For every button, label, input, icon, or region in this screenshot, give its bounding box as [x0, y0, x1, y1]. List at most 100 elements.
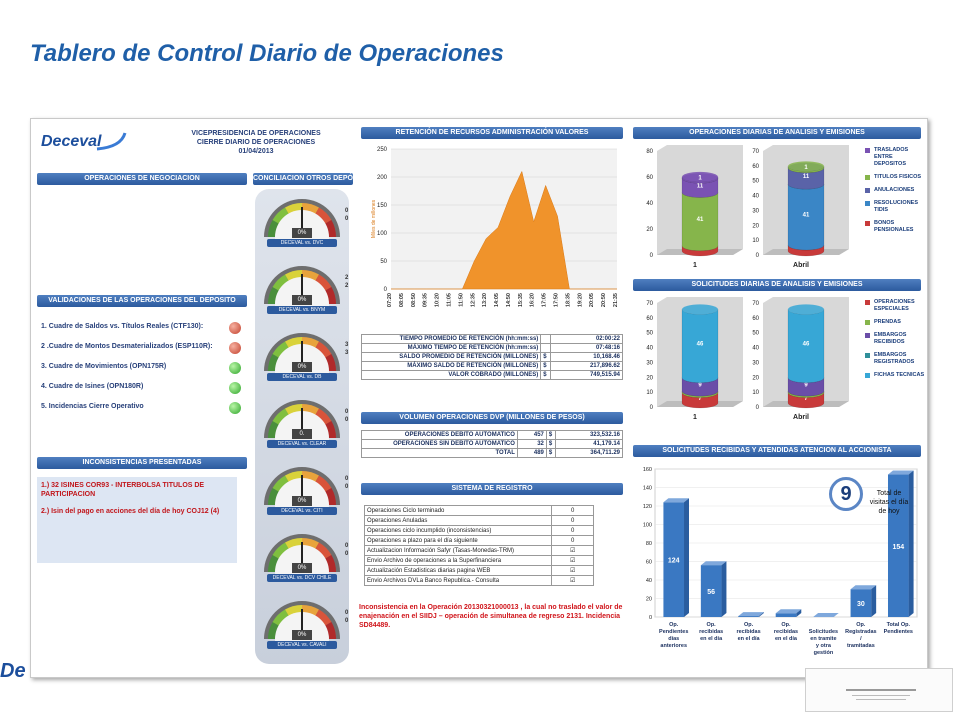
y-tick-label: 20	[646, 597, 652, 603]
legend-entry: ANULACIONES	[865, 187, 925, 194]
x-tick-label: 11:05	[446, 293, 452, 307]
x-tick-label: Op. recibidas en el día	[699, 622, 723, 642]
section-accionista: SOLICITUDES RECIBIDAS Y ATENDIDAS ATENCI…	[633, 445, 921, 457]
gauge-widget: 0% DECEVAL vs. CITI 0 0	[259, 463, 348, 532]
bar-side	[758, 612, 764, 617]
status-dot-icon	[229, 382, 241, 394]
table-cell: $	[545, 448, 557, 458]
logo-swoosh-icon	[96, 132, 127, 151]
y-tick-label: 50	[752, 179, 759, 185]
y-tick-label: 40	[752, 346, 759, 352]
status-dot-icon	[229, 362, 241, 374]
table-cell: $	[540, 370, 552, 380]
table-cell: Operaciones a plazo para el día siguient…	[363, 535, 553, 546]
status-dot-icon	[229, 402, 241, 414]
footer-logo: De	[0, 660, 26, 682]
x-tick-label: 19:20	[577, 293, 583, 307]
x-tick-label: 08:05	[399, 293, 405, 307]
op-diarias-legend: TRASLADOS ENTRE DEPOSITOS TITULOS FISICOS…	[865, 147, 925, 240]
bar-side	[721, 561, 727, 617]
gauge-side-value: 2	[345, 275, 349, 281]
gauge-label: DECEVAL vs. CAVALI	[267, 641, 337, 649]
bar-top	[700, 561, 727, 566]
table-cell: 0	[551, 505, 594, 516]
section-solicitudes: SOLICITUDES DIARIAS DE ANALISIS Y EMISIO…	[633, 279, 921, 291]
table-cell: TOTAL	[361, 448, 518, 458]
x-tick-label: Op. Pendientes días anteriores	[659, 622, 688, 649]
gauge-widget: 0% DECEVAL vs. DVC 0 0	[259, 195, 349, 264]
legend-swatch-icon	[865, 373, 870, 378]
y-tick-label: 100	[643, 523, 652, 529]
data-label: 7	[804, 396, 808, 402]
y-tick-label: 200	[377, 175, 388, 181]
bar-segment-top	[682, 171, 718, 182]
report-header: VICEPRESIDENCIA DE OPERACIONES CIERRE DI…	[171, 129, 341, 156]
y-tick-label: 0	[649, 615, 652, 621]
y-tick-label: 40	[646, 346, 653, 352]
legend-label: FICHAS TECNICAS	[874, 372, 925, 378]
legend-swatch-icon	[865, 353, 870, 358]
op-diarias-chart: 0204060804411111010203040506070441111Abr…	[646, 145, 849, 269]
table-cell: OPERACIONES SIN DEBITO AUTOMATICO	[361, 439, 518, 449]
table-cell: $	[545, 430, 557, 440]
gauge-side-value: 0	[345, 216, 349, 222]
gauge-value: 0%	[292, 295, 312, 305]
table-row: Envio Archivo de operaciones a la Superf…	[363, 555, 594, 566]
gauge-side-value: 3	[345, 350, 349, 356]
legend-swatch-icon	[865, 175, 870, 180]
table-cell: Operaciones Ciclo terminado	[363, 505, 553, 516]
y-tick-label: 20	[646, 375, 653, 381]
solicitudes-chart: 0102030405060707194610102030405060707194…	[646, 297, 849, 421]
gauge-side-value: 2	[345, 283, 349, 289]
table-cell: TIEMPO PROMEDIO DE RETENCIÓN (hh:mm:ss)	[360, 334, 542, 344]
visits-label: Total de visitas el día de hoy	[869, 490, 909, 515]
footer-seal-image	[805, 668, 953, 712]
table-row: MÁXIMO TIEMPO DE RETENCIÓN (hh:mm:ss) 07:…	[360, 343, 623, 353]
legend-entry: TRASLADOS ENTRE DEPOSITOS	[865, 147, 925, 168]
gauge-label: DECEVAL vs. DCV CHILE	[267, 574, 337, 582]
logo-text: Deceval	[41, 133, 102, 150]
y-tick-label: 60	[646, 316, 653, 322]
bar-side	[684, 498, 690, 617]
x-tick-label: 21:35	[613, 293, 619, 307]
table-row: VALOR COBRADO (MILLONES) $749,515.94	[360, 370, 623, 380]
legend-swatch-icon	[865, 333, 870, 338]
table-cell: ☑	[551, 555, 594, 566]
x-tick-label: 1	[693, 262, 697, 269]
bar-top	[738, 612, 764, 617]
inconsistencia-item: 2.) Isin del pago en acciones del día de…	[41, 508, 220, 515]
bar	[887, 474, 909, 617]
gauge-side-value: 0	[345, 610, 349, 616]
x-tick-label: Total Op. Pendientes	[884, 622, 913, 635]
y-tick-label: 10	[752, 238, 759, 244]
table-cell: 41,179.14	[555, 439, 623, 449]
legend-entry: EMBARGOS REGISTRADOS	[865, 352, 925, 366]
series-area	[391, 170, 617, 290]
table-cell: MÁXIMO TIEMPO DE RETENCIÓN (hh:mm:ss)	[360, 343, 542, 353]
data-label: 30	[857, 601, 865, 608]
validacion-item: 1. Cuadre de Saldos vs. Títulos Reales (…	[41, 322, 241, 342]
y-tick-label: 60	[646, 175, 653, 181]
table-cell	[540, 343, 552, 353]
table-cell: Operaciones Anuladas	[363, 515, 553, 526]
table-cell: ☑	[551, 575, 594, 586]
data-label: 11	[697, 183, 704, 189]
x-tick-label: Abril	[793, 262, 809, 269]
legend-label: BONOS PENSIONALES	[874, 220, 914, 233]
x-tick-label: 17:50	[554, 293, 560, 307]
x-tick-label: 07:20	[387, 293, 393, 307]
table-cell: SALDO PROMEDIO DE RETENCIÓN (MILLONES)	[360, 352, 542, 362]
y-tick-label: 0	[650, 253, 654, 259]
legend-entry: EMBARGOS RECIBIDOS	[865, 332, 925, 346]
validacion-label: 3. Cuadre de Movimientos (OPN175R)	[41, 363, 167, 370]
table-row: Envio Archivos DVLa Banco Republica.- Co…	[363, 575, 594, 586]
x-tick-label: Op. recibidas en el día	[736, 622, 760, 642]
table-row: Operaciones ciclo incumplido (inconsiste…	[363, 525, 594, 536]
table-row: Operaciones Anuladas 0	[363, 515, 594, 526]
y-tick-label: 60	[752, 164, 759, 170]
